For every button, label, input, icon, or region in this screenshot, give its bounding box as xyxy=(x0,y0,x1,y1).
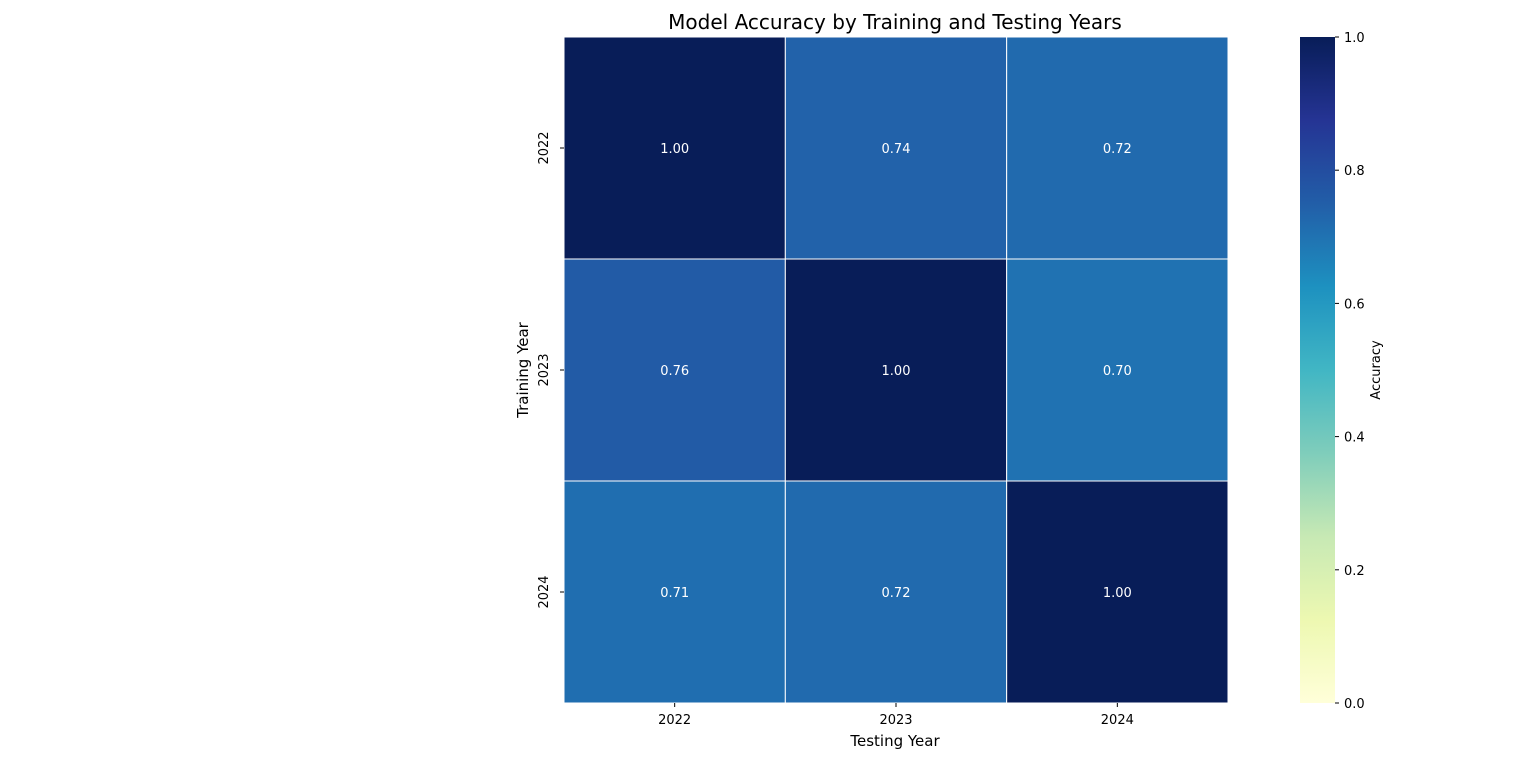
heatmap-cell-r0-c0 xyxy=(563,36,786,260)
y-tick-label-2: 2024 xyxy=(537,575,552,608)
colorbar-tick-label-5: 1.0 xyxy=(1344,31,1365,46)
heatmap-cell-label-r1-c2: 0.70 xyxy=(1103,364,1132,379)
heatmap-cell-r0-c2 xyxy=(1006,36,1229,260)
colorbar-tick-label-2: 0.4 xyxy=(1344,431,1365,446)
heatmap-cell-labels: 1.00 0.74 0.72 0.76 1.00 0.70 0.71 0.72 1.00 xyxy=(660,142,1132,601)
colorbar-tick-label-1: 0.2 xyxy=(1344,564,1365,579)
colorbar-label: Accuracy xyxy=(1369,340,1384,400)
colorbar-tick-label-4: 0.8 xyxy=(1344,164,1365,179)
chart-title: Model Accuracy by Training and Testing Y… xyxy=(668,10,1122,34)
x-tick-label-1: 2023 xyxy=(879,713,912,728)
heatmap-cell-r0-c1 xyxy=(784,36,1008,260)
heatmap-cell-label-r2-c2: 1.00 xyxy=(1103,586,1132,601)
y-tick-label-1: 2023 xyxy=(537,353,552,386)
heatmap-cell-label-r0-c1: 0.74 xyxy=(882,142,911,157)
heatmap-cell-r2-c1 xyxy=(784,480,1008,704)
heatmap-cell-r1-c2 xyxy=(1006,258,1229,482)
heatmap-cell-r1-c1 xyxy=(784,258,1008,482)
colorbar-gradient xyxy=(1300,37,1335,703)
x-axis-label: Testing Year xyxy=(849,732,940,750)
y-axis: 2022 2023 2024 xyxy=(537,131,564,609)
heatmap-cell-label-r0-c2: 0.72 xyxy=(1103,142,1132,157)
x-tick-label-2: 2024 xyxy=(1101,713,1134,728)
heatmap-cell-label-r1-c1: 1.00 xyxy=(882,364,911,379)
colorbar: 0.0 0.2 0.4 0.6 0.8 1.0 Accuracy xyxy=(1300,31,1384,712)
colorbar-tick-label-3: 0.6 xyxy=(1344,297,1365,312)
heatmap-cell-r1-c0 xyxy=(563,258,786,482)
heatmap-cell-r2-c0 xyxy=(563,480,786,704)
colorbar-tick-label-0: 0.0 xyxy=(1344,697,1365,712)
x-axis: 2022 2023 2024 xyxy=(658,703,1134,728)
heatmap-cell-label-r1-c0: 0.76 xyxy=(660,364,689,379)
colorbar-ticks: 0.0 0.2 0.4 0.6 0.8 1.0 xyxy=(1335,31,1365,712)
y-axis-label: Training Year xyxy=(514,321,532,419)
y-tick-label-0: 2022 xyxy=(537,131,552,164)
heatmap-cell-label-r2-c1: 0.72 xyxy=(882,586,911,601)
x-tick-label-0: 2022 xyxy=(658,713,691,728)
heatmap-cell-label-r2-c0: 0.71 xyxy=(660,586,689,601)
heatmap-cell-label-r0-c0: 1.00 xyxy=(660,142,689,157)
heatmap-cells xyxy=(563,36,1229,704)
